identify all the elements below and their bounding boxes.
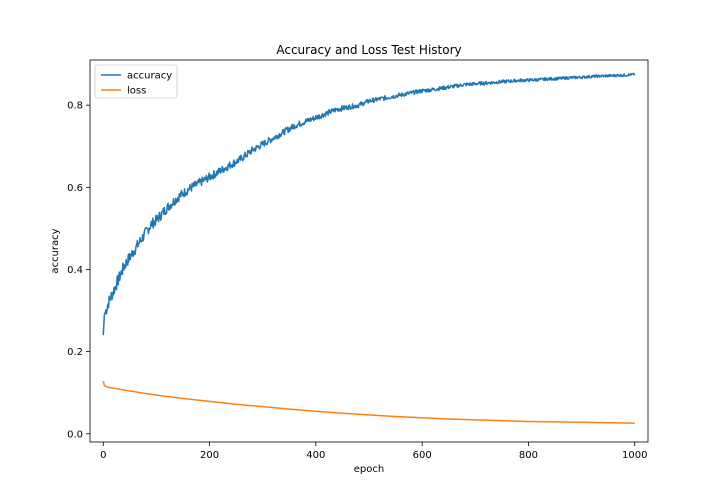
y-tick-label: 0.0: [67, 429, 83, 440]
y-axis: 0.0 0.2 0.4 0.6 0.8: [67, 101, 90, 440]
y-tick-label: 0.4: [67, 265, 83, 276]
x-tick-label: 200: [200, 450, 219, 461]
series-layer: [102, 72, 636, 424]
x-tick-label: 1000: [622, 450, 647, 461]
x-tick-label: 800: [519, 450, 538, 461]
y-tick-label: 0.8: [67, 101, 83, 112]
series-line-loss: [102, 381, 635, 424]
y-tick-label: 0.6: [67, 183, 83, 194]
x-axis-label: epoch: [354, 464, 384, 475]
plot-frame: [89, 59, 649, 443]
x-tick-label: 400: [306, 450, 325, 461]
x-axis: 0 200 400 600 800 1000: [100, 442, 647, 461]
chart-title: Accuracy and Loss Test History: [276, 43, 461, 57]
y-tick-label: 0.2: [67, 347, 83, 358]
legend: accuracy loss: [94, 64, 178, 99]
x-tick-label: 0: [100, 450, 106, 461]
series-line-accuracy: [102, 72, 636, 336]
x-tick-label: 600: [413, 450, 432, 461]
plot-area: [89, 59, 649, 443]
legend-label-loss: loss: [127, 86, 146, 97]
y-axis-label: accuracy: [50, 228, 61, 273]
legend-label-accuracy: accuracy: [127, 71, 172, 82]
